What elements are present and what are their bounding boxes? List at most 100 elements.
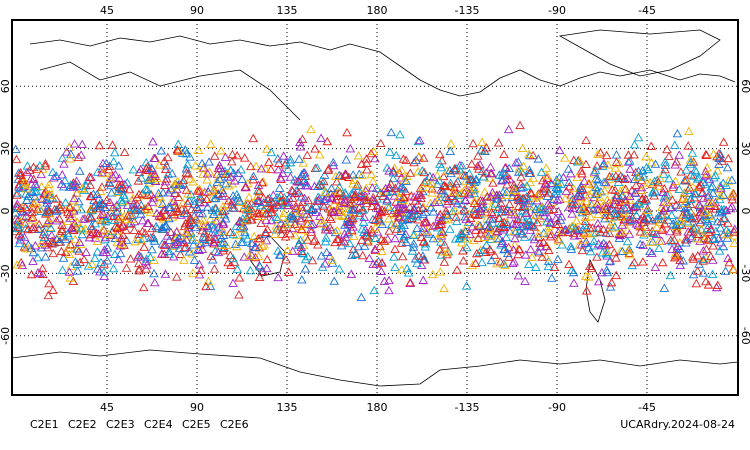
occultation-marker (409, 229, 420, 239)
occultation-marker (667, 244, 677, 253)
lat-tick-label: 30 (0, 142, 12, 156)
occultation-marker (212, 215, 223, 225)
occultation-marker (177, 198, 188, 207)
occultation-marker (12, 188, 23, 197)
occultation-marker (256, 218, 266, 228)
occultation-marker (327, 258, 338, 267)
occultation-marker (35, 269, 45, 278)
occultation-marker (363, 237, 373, 246)
occultation-marker (28, 174, 39, 183)
occultation-marker (557, 227, 568, 237)
occultation-marker (723, 153, 734, 163)
occultation-marker (486, 230, 496, 240)
occultation-marker (244, 192, 254, 202)
occultation-marker (494, 170, 505, 179)
occultation-marker (112, 223, 122, 232)
occultation-marker (428, 207, 439, 216)
occultation-marker (159, 240, 170, 249)
occultation-marker (209, 264, 220, 273)
occultation-marker (498, 221, 509, 231)
occultation-marker (475, 221, 485, 230)
occultation-marker (58, 182, 69, 191)
occultation-marker (716, 183, 726, 192)
occultation-marker (405, 214, 415, 223)
occultation-marker (377, 258, 387, 267)
occultation-marker (338, 203, 348, 212)
occultation-marker (602, 195, 613, 204)
occultation-marker (36, 242, 47, 252)
occultation-marker (569, 155, 579, 164)
occultation-marker (133, 176, 144, 185)
occultation-marker (22, 161, 33, 170)
occultation-marker (712, 151, 722, 161)
occultation-marker (637, 165, 648, 175)
occultation-marker (65, 213, 76, 222)
occultation-marker (459, 205, 469, 214)
occultation-marker (329, 276, 340, 285)
occultation-marker (370, 222, 381, 232)
occultation-marker (534, 229, 544, 238)
occultation-marker (442, 247, 453, 257)
occultation-marker (580, 216, 591, 226)
map-frame (11, 19, 739, 396)
occultation-marker (508, 245, 519, 254)
occultation-marker (225, 250, 236, 259)
occultation-marker (332, 225, 342, 235)
occultation-marker (708, 241, 718, 250)
occultation-marker (677, 194, 688, 203)
occultation-marker (531, 210, 541, 220)
occultation-marker (128, 199, 139, 208)
occultation-marker (12, 219, 23, 229)
occultation-marker (580, 212, 591, 221)
occultation-marker (140, 228, 150, 237)
occultation-marker (161, 221, 172, 230)
occultation-marker (701, 276, 711, 286)
occultation-marker (430, 220, 441, 230)
occultation-marker (228, 229, 239, 239)
occultation-marker (484, 173, 495, 182)
occultation-marker (215, 174, 225, 184)
occultation-marker (76, 150, 86, 159)
occultation-marker (109, 147, 120, 157)
occultation-marker (30, 179, 41, 188)
occultation-marker (149, 169, 160, 178)
occultation-marker (94, 201, 105, 210)
occultation-marker (252, 208, 263, 217)
occultation-marker (485, 162, 496, 171)
occultation-marker (541, 241, 551, 251)
occultation-marker (65, 202, 75, 211)
occultation-marker (295, 137, 305, 146)
occultation-marker (264, 193, 275, 202)
occultation-marker (670, 252, 680, 262)
occultation-marker (309, 236, 319, 245)
occultation-marker (327, 255, 337, 264)
lat-tick-label: 0 (0, 208, 12, 215)
occultation-marker (172, 237, 183, 246)
occultation-marker (210, 234, 220, 243)
occultation-marker (165, 202, 176, 212)
occultation-marker (564, 177, 574, 186)
occultation-marker (236, 237, 247, 246)
occultation-marker (370, 233, 381, 242)
occultation-marker (446, 139, 456, 148)
occultation-marker (440, 181, 451, 191)
occultation-marker (494, 233, 505, 243)
occultation-marker (254, 272, 265, 281)
occultation-marker (97, 168, 107, 177)
occultation-marker (490, 199, 501, 208)
occultation-marker (665, 270, 676, 280)
occultation-marker (60, 175, 70, 185)
occultation-marker (623, 245, 634, 254)
occultation-marker (194, 245, 205, 254)
occultation-marker (390, 262, 400, 272)
occultation-marker (531, 192, 542, 201)
occultation-marker (452, 198, 463, 208)
occultation-marker (714, 159, 724, 168)
occultation-marker (588, 205, 599, 214)
occultation-marker (251, 242, 261, 251)
occultation-marker (319, 170, 330, 179)
occultation-marker (554, 145, 565, 154)
occultation-marker (411, 155, 421, 164)
occultation-marker (504, 207, 515, 216)
occultation-marker (287, 246, 298, 255)
